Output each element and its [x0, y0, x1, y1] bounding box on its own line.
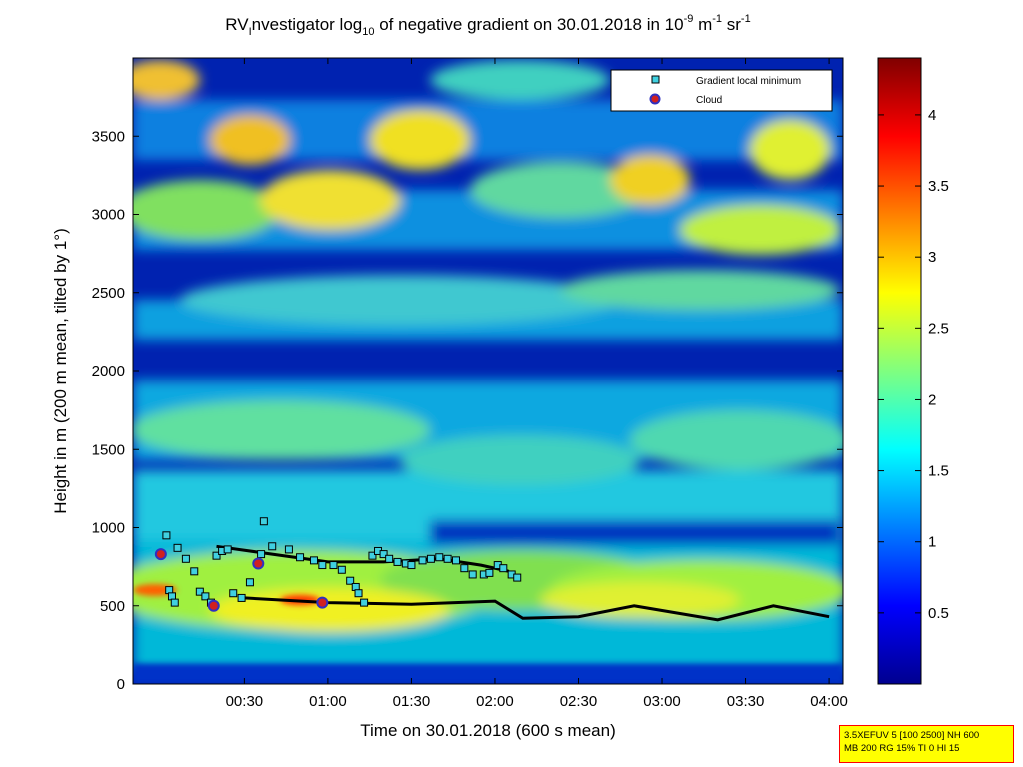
gradient-minimum-point — [354, 589, 363, 598]
y-axis-label: Height in m (200 m mean, tilted by 1°) — [51, 228, 70, 514]
y-tick-label: 2500 — [92, 285, 125, 302]
gradient-minimum-point — [337, 565, 346, 574]
y-tick-label: 3000 — [92, 207, 125, 224]
gradient-minimum-point — [318, 561, 327, 570]
gradient-minimum-point — [443, 554, 452, 563]
gradient-minimum-point — [229, 589, 238, 598]
gradient-minimum-point — [190, 567, 199, 576]
x-tick-label: 02:00 — [476, 693, 514, 710]
heatmap-field — [133, 58, 843, 684]
settings-info-box: 3.5XEFUV 5 [100 2500] NH 600 MB 200 RG 1… — [839, 725, 1014, 763]
colorbar-tick-label: 4 — [928, 107, 936, 124]
colorbar-tick-label: 1 — [928, 534, 936, 551]
x-tick-label: 04:00 — [810, 693, 848, 710]
gradient-minimum-point — [513, 573, 522, 582]
gradient-minimum-point — [173, 543, 182, 552]
x-tick-label: 03:00 — [643, 693, 681, 710]
gradient-minimum-point — [460, 564, 469, 573]
x-tick-label: 02:30 — [560, 693, 598, 710]
gradient-minimum-point — [309, 556, 318, 565]
colorbar: 0.5 1 1.5 2 2.5 3 3.5 4 — [877, 57, 949, 685]
gradient-minimum-point — [329, 561, 338, 570]
gradient-minimum-point — [223, 545, 232, 554]
gradient-minimum-point — [499, 564, 508, 573]
colorbar-tick-label: 2 — [928, 391, 936, 408]
x-axis-label: Time on 30.01.2018 (600 s mean) — [360, 721, 615, 740]
settings-info-line-1: 3.5XEFUV 5 [100 2500] NH 600 — [844, 730, 980, 741]
gradient-minimum-point — [346, 576, 355, 585]
gradient-minimum-point — [451, 556, 460, 565]
colorbar-strip — [877, 57, 922, 685]
legend-marker-cloud — [649, 93, 661, 105]
gradient-minimum-point — [284, 545, 293, 554]
colorbar-tick-label: 1.5 — [928, 463, 949, 480]
gradient-minimum-point — [259, 517, 268, 526]
gradient-minimum-point — [379, 550, 388, 559]
y-tick-label: 500 — [100, 598, 125, 615]
gradient-minimum-point — [385, 554, 394, 563]
legend-marker-gradient-minimum — [651, 75, 660, 84]
legend-label-gradient-minimum: Gradient local minimum — [696, 76, 801, 87]
settings-info-line-2: MB 200 RG 15% TI 0 HI 15 — [844, 743, 960, 754]
x-axis: 00:30 01:00 01:30 02:00 02:30 03:00 03:30 04:00 — [226, 58, 848, 710]
upper-boundary-line — [216, 544, 510, 573]
colorbar-tick-label: 2.5 — [928, 320, 949, 337]
gradient-minimum-point — [195, 587, 204, 596]
gradient-minimum-point — [393, 557, 402, 566]
chart-title: RVInvestigator log10 of negative gradien… — [225, 13, 750, 38]
gradient-minimum-point — [181, 554, 190, 563]
y-tick-label: 1000 — [92, 520, 125, 537]
gradient-minimum-point — [368, 551, 377, 560]
legend-box — [610, 69, 833, 112]
cloud-point — [154, 548, 167, 561]
gradient-minimum-point — [296, 553, 305, 562]
gradient-minimum-point — [201, 592, 210, 601]
cloud-point — [252, 557, 265, 570]
gradient-minimum-point — [162, 531, 171, 540]
gradient-minimum-point — [245, 578, 254, 587]
legend-label-cloud: Cloud — [696, 95, 722, 106]
colorbar-tick-label: 3.5 — [928, 178, 949, 195]
colorbar-ticks: 0.5 1 1.5 2 2.5 3 3.5 4 — [878, 107, 949, 622]
gradient-minimum-point — [407, 561, 416, 570]
colorbar-tick-label: 0.5 — [928, 605, 949, 622]
gradient-minimum-point — [268, 542, 277, 551]
x-tick-label: 03:30 — [727, 693, 765, 710]
x-tick-label: 01:30 — [393, 693, 431, 710]
gradient-minimum-point — [426, 554, 435, 563]
y-tick-label: 2000 — [92, 363, 125, 380]
gradient-minimum-point — [485, 568, 494, 577]
y-tick-label: 0 — [117, 676, 125, 693]
colorbar-tick-label: 3 — [928, 249, 936, 266]
cloud-point — [207, 599, 220, 612]
gradient-minimum-point — [360, 598, 369, 607]
gradient-minimum-point — [257, 550, 266, 559]
y-tick-label: 1500 — [92, 441, 125, 458]
gradient-minimum-point — [170, 598, 179, 607]
gradient-minimum-point — [418, 556, 427, 565]
gradient-minimum-point — [468, 570, 477, 579]
x-tick-label: 01:00 — [309, 693, 347, 710]
y-tick-label: 3500 — [92, 128, 125, 145]
gradient-minimum-point — [435, 553, 444, 562]
x-tick-label: 00:30 — [226, 693, 264, 710]
legend: Gradient local minimum Cloud — [610, 69, 833, 112]
gradient-minimum-point — [237, 593, 246, 602]
lower-boundary-line — [244, 596, 830, 622]
gradient-minimum-point — [212, 551, 221, 560]
y-axis: 0 500 1000 1500 2000 2500 3000 3500 — [92, 128, 843, 693]
marks-layer — [154, 517, 522, 612]
cloud-point — [316, 596, 329, 609]
